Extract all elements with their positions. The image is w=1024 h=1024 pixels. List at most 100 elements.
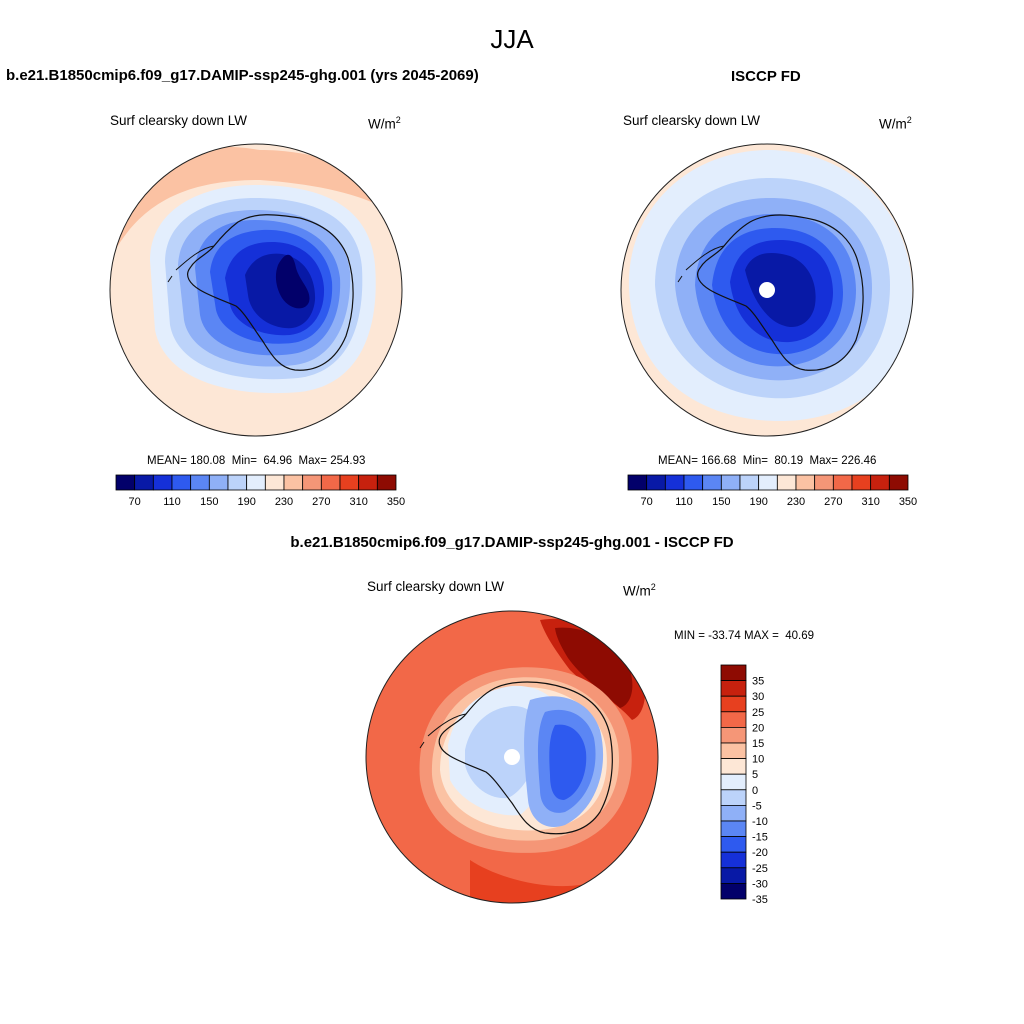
diff-colorbar-swatch [720,727,747,744]
model-units-base: W/m [368,116,396,132]
obs-colorbar-swatch [795,474,816,491]
diff-colorbar-swatch [720,711,747,728]
obs-colorbar-swatch [814,474,834,491]
diff-colorbar-swatch [720,820,747,838]
model-colorbar-tick-label: 110 [163,496,181,508]
model-colorbar-swatch [264,474,285,491]
obs-colorbar-swatch [702,474,722,491]
diff-minmax: MIN = -33.74 MAX = 40.69 [674,630,814,642]
obs-colorbar-tick-label: 150 [712,496,730,508]
model-colorbar-swatch [227,474,248,491]
model-min-label: Min= [231,455,257,467]
diff-colorbar-tick-label: -35 [752,894,768,906]
model-colorbar-tick-label: 350 [387,496,405,508]
diff-colorbar-tick-label: 5 [752,769,758,781]
model-colorbar-swatch [152,474,173,491]
obs-colorbar-tick-label: 270 [824,496,842,508]
model-colorbar-swatch [283,474,304,491]
diff-case-title: b.e21.B1850cmip6.f09_g17.DAMIP-ssp245-gh… [290,534,734,551]
diff-colorbar-tick-label: 30 [752,691,764,703]
model-colorbar-swatch [246,474,266,491]
obs-colorbar-swatch [776,474,797,491]
model-colorbar-swatch [358,474,378,491]
model-colorbar-tick-label: 230 [275,496,293,508]
model-colorbar-swatch [171,474,192,491]
model-units-exp: 2 [395,115,401,125]
obs-case-title: ISCCP FD [731,68,801,85]
diff-colorbar-swatch [720,789,747,806]
diff-peninsula-coast [419,713,467,749]
model-colorbar-tick-label: 270 [312,496,330,508]
model-variable-label: Surf clearsky down LW [110,113,248,128]
diff-colorbar-tick-label: 15 [752,738,764,750]
model-colorbar-tick-label: 190 [237,496,255,508]
model-colorbar-swatch [208,474,229,491]
obs-mean-value: 166.68 [701,455,737,467]
diff-polar-map [365,610,659,904]
obs-colorbar-swatch [832,474,853,491]
diff-colorbar-swatch [720,695,747,713]
diff-colorbar-tick-label: -30 [752,878,768,890]
model-colorbar-swatch [190,474,210,491]
obs-units: W/m2 [879,115,912,132]
obs-polar-map [620,143,914,437]
model-field-band-9 [275,254,310,309]
diff-colorbar-tick-label: -10 [752,816,768,828]
model-units: W/m2 [368,115,401,132]
obs-colorbar-swatch [664,474,685,491]
obs-pole-hole [759,282,775,298]
obs-colorbar-swatch [720,474,741,491]
model-antarctica-coast [187,214,354,371]
model-mean-label: MEAN= [147,455,187,467]
diff-colorbar-tick-label: -5 [752,800,762,812]
diff-colorbar-swatch [720,742,747,760]
model-case-title: b.e21.B1850cmip6.f09_g17.DAMIP-ssp245-gh… [6,67,479,84]
diff-colorbar-tick-label: 25 [752,707,764,719]
model-mean-value: 180.08 [190,455,226,467]
obs-units-base: W/m [879,116,907,132]
diff-colorbar-swatch [720,664,747,682]
obs-colorbar-tick-label: 350 [899,496,917,508]
obs-colorbar-swatch [851,474,872,491]
diff-colorbar-tick-label: -25 [752,863,768,875]
model-polar-map [109,143,403,437]
model-colorbar-tick-label: 70 [129,496,141,508]
obs-field-band-7 [745,252,816,328]
diff-variable-label: Surf clearsky down LW [367,579,505,594]
model-max-label: Max= [298,455,327,467]
diff-field-band-11 [549,724,587,800]
obs-colorbar-swatch [870,474,890,491]
diff-colorbar-swatch [720,805,747,822]
model-colorbar-tick-label: 150 [200,496,218,508]
obs-colorbar-swatch [646,474,666,491]
obs-units-exp: 2 [906,115,912,125]
diff-colorbar-tick-label: -15 [752,832,768,844]
model-colorbar-swatch [339,474,360,491]
diff-units-exp: 2 [650,582,656,592]
obs-variable-label: Surf clearsky down LW [623,113,761,128]
diff-colorbar-swatch [720,836,747,853]
obs-map-boundary [620,143,914,437]
diff-colorbar-swatch [720,680,747,697]
obs-colorbar-tick-label: 190 [749,496,767,508]
obs-colorbar-tick-label: 70 [641,496,653,508]
obs-max-value: 226.46 [841,455,877,467]
model-min-value: 64.96 [263,455,293,467]
obs-min-value: 80.19 [774,455,804,467]
diff-colorbar-swatch [720,773,747,791]
diff-colorbar-tick-label: -20 [752,847,768,859]
obs-colorbar-swatch [888,474,909,491]
diff-colorbar-swatch [720,883,747,900]
obs-colorbar-swatch [627,474,648,491]
obs-stats: MEAN= 166.68 Min= 80.19 Max= 226.46 [658,455,876,467]
diff-antarctica-coast [438,681,613,835]
diff-units-base: W/m [623,583,651,599]
diff-colorbar: 35 30 25 20 15 10 5 0 -5 -10 -15 -20 -25 -30 -35 [720,664,768,906]
diff-colorbar-swatch [720,867,747,884]
model-colorbar-tick-label: 310 [349,496,367,508]
model-map-boundary [109,143,403,437]
model-colorbar: 70 110 150 190 230 270 310 350 [115,474,405,508]
diff-colorbar-swatch [720,758,747,775]
obs-colorbar-swatch [758,474,778,491]
